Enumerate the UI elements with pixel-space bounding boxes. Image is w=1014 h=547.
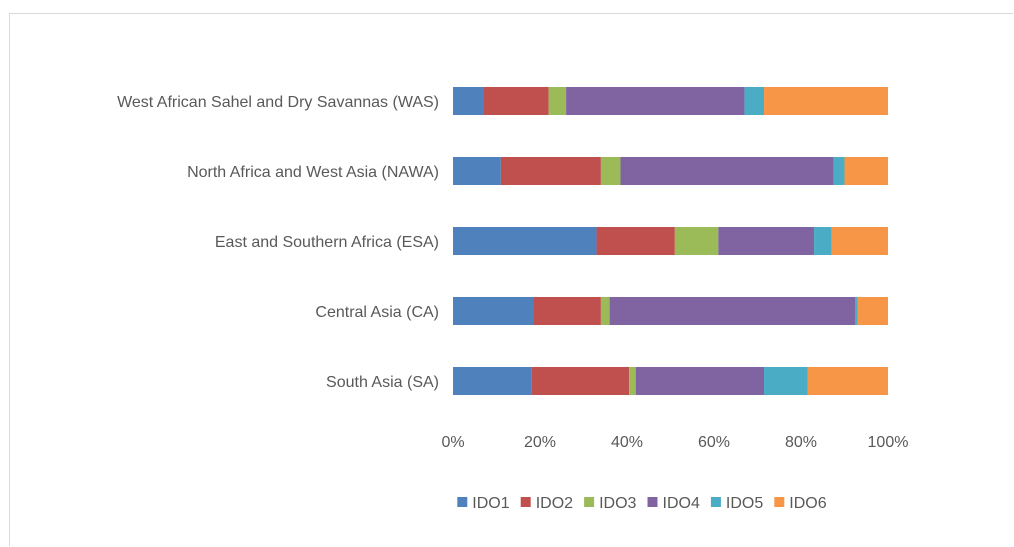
bar-segment-ido3 [629,367,636,395]
bar-segment-ido2 [500,157,601,185]
legend-label: IDO6 [789,495,826,512]
bar-segment-ido4 [635,367,765,395]
bar-segment-ido3 [548,87,567,115]
legend-swatch [774,497,785,507]
bar-segment-ido3 [600,157,621,185]
legend-label: IDO1 [472,495,509,512]
x-tick-label: 40% [611,434,643,451]
bar-segment-ido5 [744,87,765,115]
legend-item-ido6: IDO6 [774,495,827,512]
bar-segment-ido6 [807,367,888,395]
legend-label: IDO5 [726,495,763,512]
legend-swatch [584,497,595,507]
legend-item-ido4: IDO4 [647,495,700,512]
bar-segment-ido3 [674,227,719,255]
category-label: West African Sahel and Dry Savannas (WAS… [117,94,439,111]
bar-segment-ido4 [566,87,745,115]
legend-item-ido3: IDO3 [584,495,637,512]
bar-segment-ido5 [855,297,858,325]
category-label: South Asia (SA) [326,374,439,391]
legend-item-ido5: IDO5 [710,495,763,512]
legend-label: IDO3 [599,495,636,512]
bar-segment-ido3 [600,297,610,325]
category-labels: West African Sahel and Dry Savannas (WAS… [117,94,439,391]
legend-swatch [710,497,721,507]
legend-swatch [647,497,658,507]
bar-segment-ido1 [453,227,597,255]
legend-item-ido2: IDO2 [520,495,573,512]
x-tick-label: 20% [524,434,556,451]
bar-segment-ido1 [453,297,534,325]
x-tick-label: 100% [868,434,909,451]
bar-segment-ido6 [831,227,888,255]
bars [453,87,888,395]
bar-segment-ido4 [718,227,815,255]
legend: IDO1 IDO2 IDO3 IDO4 IDO5 IDO6 [457,495,827,512]
category-label: East and Southern Africa (ESA) [215,234,439,251]
bar-segment-ido6 [764,87,888,115]
bar-segment-ido6 [857,297,888,325]
bar-segment-ido6 [844,157,888,185]
bar-segment-ido1 [453,367,532,395]
bar-segment-ido4 [609,297,856,325]
bar-segment-ido1 [453,87,484,115]
legend-label: IDO4 [663,495,700,512]
x-tick-label: 60% [698,434,730,451]
bar-segment-ido5 [833,157,845,185]
x-tick-label: 80% [785,434,817,451]
category-label: North Africa and West Asia (NAWA) [187,164,439,181]
bar-segment-ido2 [531,367,630,395]
legend-swatch [457,497,468,507]
chart-frame: 0% 20% 40% 60% 80% 100% West African Sahel an… [9,13,1013,546]
bar-segment-ido5 [814,227,832,255]
legend-swatch [520,497,531,507]
legend-label: IDO2 [536,495,573,512]
bar-segment-ido4 [620,157,834,185]
legend-item-ido1: IDO1 [457,495,510,512]
bar-segment-ido2 [483,87,549,115]
bar-segment-ido5 [764,367,808,395]
category-label: Central Asia (CA) [315,304,439,321]
x-axis: 0% 20% 40% 60% 80% 100% [441,434,908,451]
bar-segment-ido1 [453,157,501,185]
bar-segment-ido2 [533,297,601,325]
stacked-bar-chart: 0% 20% 40% 60% 80% 100% West African Sahel an… [117,87,908,512]
bar-segment-ido2 [596,227,675,255]
x-tick-label: 0% [441,434,464,451]
